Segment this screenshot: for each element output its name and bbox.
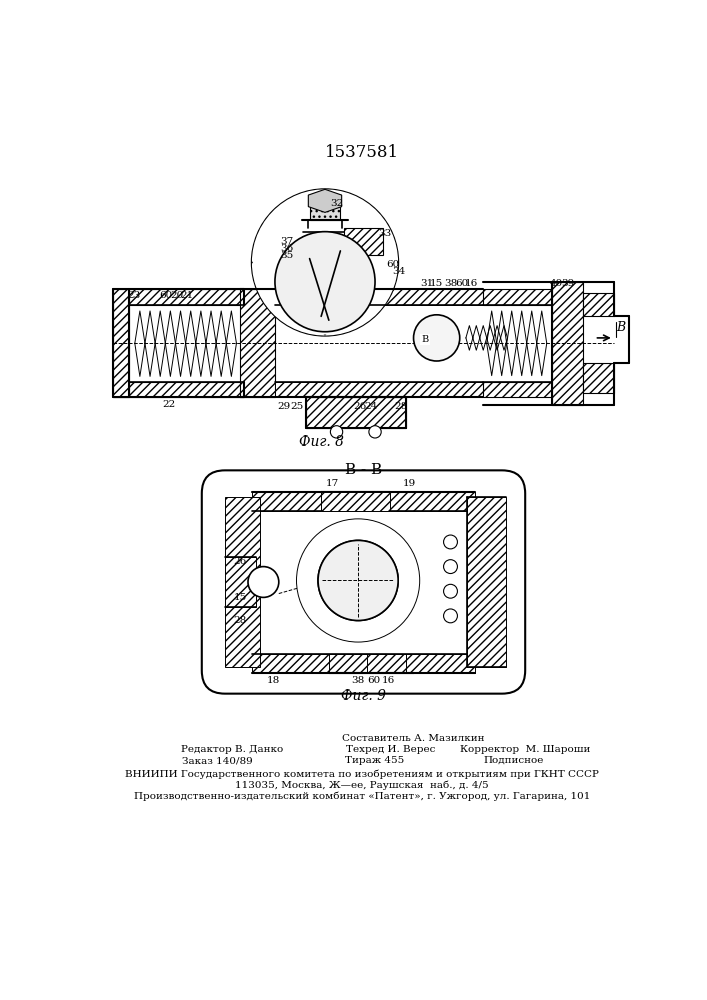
- Text: 60: 60: [367, 676, 380, 685]
- Text: 32: 32: [330, 199, 343, 208]
- Polygon shape: [325, 189, 398, 336]
- Polygon shape: [344, 228, 382, 255]
- Circle shape: [443, 584, 457, 598]
- Text: 40: 40: [549, 279, 563, 288]
- Circle shape: [443, 609, 457, 623]
- Text: 26: 26: [353, 402, 366, 411]
- Text: 15: 15: [430, 279, 443, 288]
- Text: Фиг. 9: Фиг. 9: [341, 689, 386, 703]
- Text: 16: 16: [382, 676, 395, 685]
- Polygon shape: [225, 497, 259, 667]
- Text: 28: 28: [234, 616, 247, 625]
- Circle shape: [369, 426, 381, 438]
- Polygon shape: [275, 289, 483, 305]
- Text: 26: 26: [234, 557, 247, 566]
- Text: 21: 21: [180, 291, 194, 300]
- Text: 15: 15: [234, 593, 247, 602]
- Polygon shape: [275, 382, 483, 397]
- Polygon shape: [310, 197, 340, 220]
- Circle shape: [330, 426, 343, 438]
- Polygon shape: [225, 557, 256, 607]
- Circle shape: [252, 189, 398, 336]
- Polygon shape: [467, 497, 506, 667]
- Polygon shape: [252, 189, 325, 336]
- Text: 16: 16: [464, 279, 478, 288]
- Text: Производственно-издательский комбинат «Патент», г. Ужгород, ул. Гагарина, 101: Производственно-издательский комбинат «П…: [134, 791, 590, 801]
- Polygon shape: [252, 654, 475, 673]
- Polygon shape: [305, 397, 406, 428]
- Polygon shape: [308, 189, 341, 212]
- Circle shape: [414, 315, 460, 361]
- Polygon shape: [483, 382, 552, 397]
- Bar: [110, 182, 621, 436]
- Text: 29: 29: [278, 402, 291, 411]
- Text: В: В: [421, 335, 428, 344]
- Text: Техред И. Верес: Техред И. Верес: [346, 745, 435, 754]
- Text: 18: 18: [267, 676, 280, 685]
- Text: В: В: [616, 321, 625, 334]
- Text: Редактор В. Данко: Редактор В. Данко: [182, 745, 284, 754]
- Polygon shape: [321, 492, 390, 511]
- Circle shape: [248, 567, 279, 597]
- Text: Составитель А. Мазилкин: Составитель А. Мазилкин: [342, 734, 485, 743]
- Polygon shape: [113, 382, 244, 397]
- Text: 36: 36: [280, 244, 293, 253]
- Text: 24: 24: [365, 402, 378, 411]
- Text: Заказ 140/89: Заказ 140/89: [182, 756, 252, 765]
- Text: 37: 37: [280, 237, 293, 246]
- Text: 22: 22: [162, 400, 175, 409]
- Text: В - В: В - В: [345, 463, 382, 477]
- Text: 34: 34: [392, 267, 406, 276]
- Circle shape: [296, 519, 420, 642]
- Text: Фиг. 8: Фиг. 8: [298, 435, 344, 449]
- Text: 23: 23: [127, 291, 141, 300]
- Text: ВНИИПИ Государственного комитета по изобретениям и открытиям при ГКНТ СССР: ВНИИПИ Государственного комитета по изоб…: [125, 770, 599, 779]
- Text: Подписное: Подписное: [484, 756, 544, 765]
- Circle shape: [443, 560, 457, 574]
- Polygon shape: [583, 363, 614, 393]
- Polygon shape: [113, 289, 244, 305]
- Text: 20: 20: [170, 291, 184, 300]
- FancyBboxPatch shape: [201, 470, 525, 694]
- Polygon shape: [113, 289, 129, 397]
- Polygon shape: [252, 492, 475, 511]
- Text: 60: 60: [455, 279, 469, 288]
- Text: 35: 35: [280, 251, 293, 260]
- Text: 17: 17: [326, 479, 339, 488]
- Text: 113035, Москва, Ж—ее, Раушская  наб., д. 4/5: 113035, Москва, Ж—ее, Раушская наб., д. …: [235, 781, 489, 790]
- Text: 1537581: 1537581: [325, 144, 399, 161]
- Polygon shape: [552, 282, 583, 405]
- Text: 28: 28: [394, 402, 407, 411]
- Text: 31: 31: [420, 279, 433, 288]
- Text: 60: 60: [386, 260, 399, 269]
- Polygon shape: [240, 289, 275, 397]
- Circle shape: [275, 232, 375, 332]
- Circle shape: [443, 535, 457, 549]
- Text: 25: 25: [290, 402, 303, 411]
- Text: 38: 38: [444, 279, 457, 288]
- Text: 38: 38: [351, 676, 365, 685]
- Text: Тираж 455: Тираж 455: [346, 756, 404, 765]
- Text: Корректор  М. Шароши: Корректор М. Шароши: [460, 745, 590, 754]
- Circle shape: [318, 540, 398, 620]
- Circle shape: [318, 540, 398, 620]
- Text: 39: 39: [561, 279, 574, 288]
- Text: 60: 60: [159, 291, 173, 300]
- Polygon shape: [483, 289, 552, 305]
- Polygon shape: [583, 293, 614, 316]
- Text: 19: 19: [403, 479, 416, 488]
- Text: 33: 33: [378, 229, 392, 238]
